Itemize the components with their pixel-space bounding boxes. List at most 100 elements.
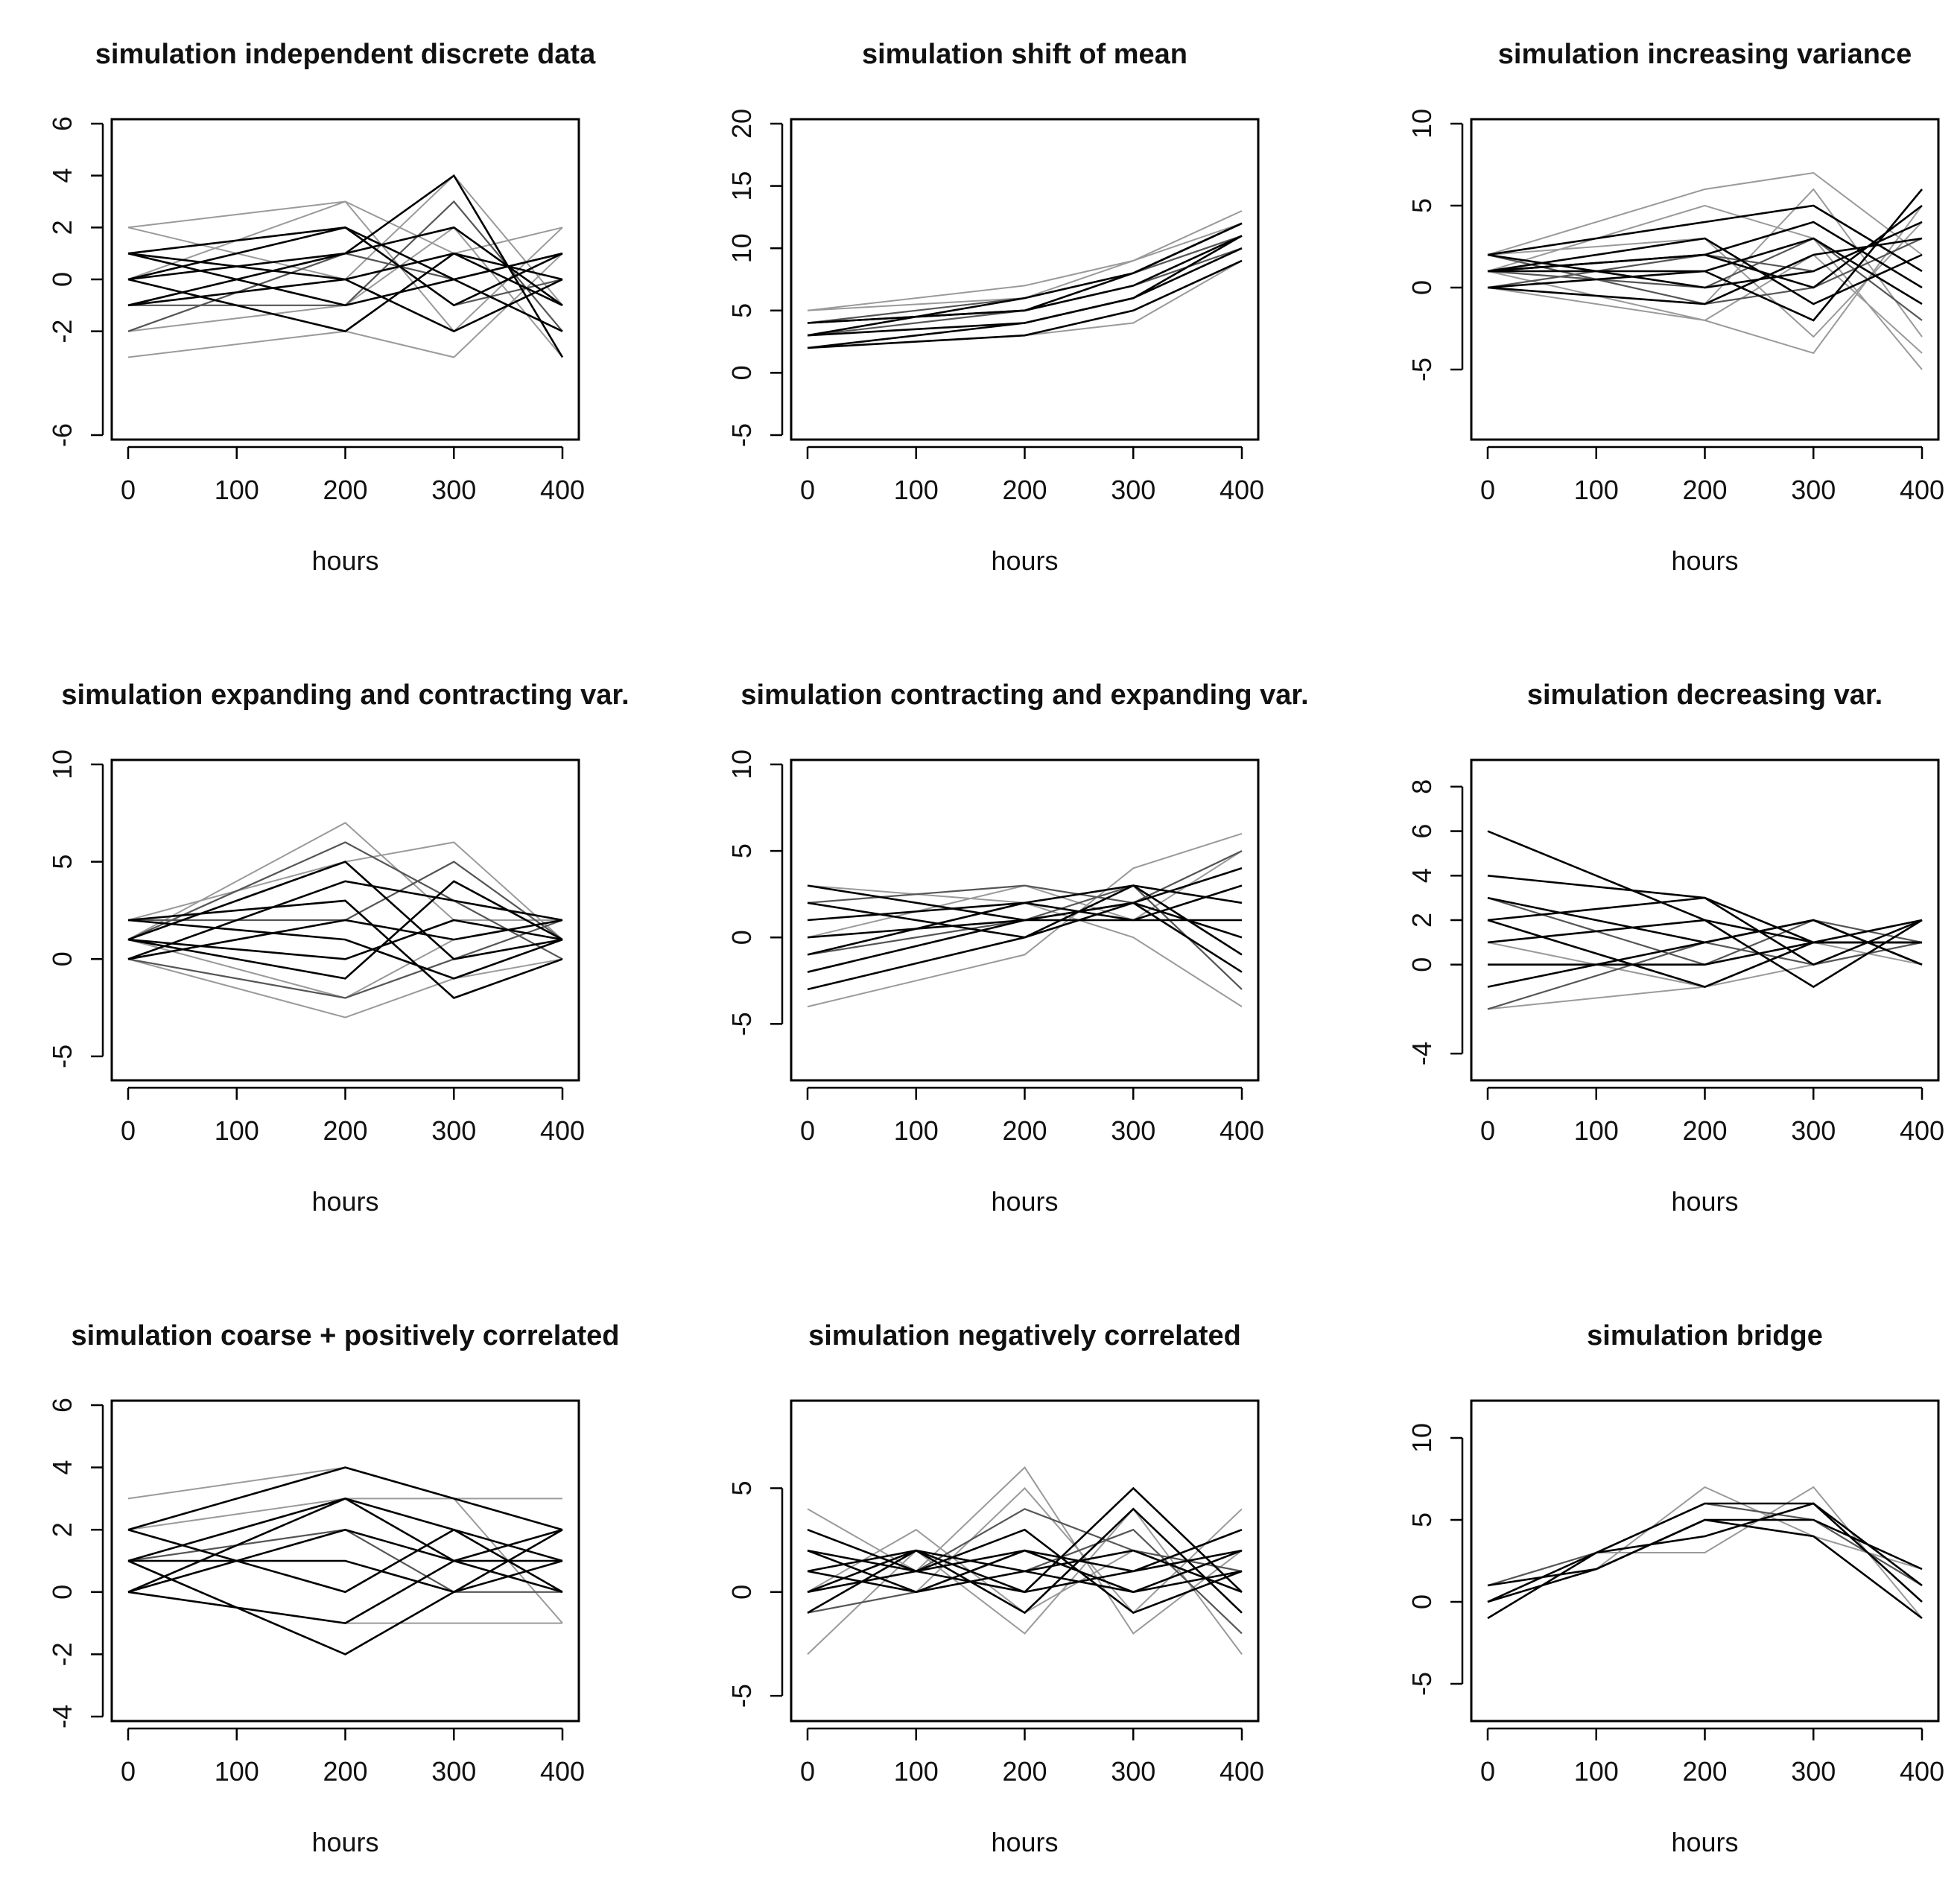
- x-tick-label: 400: [1900, 1756, 1944, 1787]
- chart-title: simulation shift of mean: [862, 39, 1187, 70]
- x-tick-label: 200: [1002, 1756, 1047, 1787]
- y-tick-label: 10: [726, 233, 757, 263]
- series-line-s10: [807, 1528, 1243, 1635]
- x-axis-label: hours: [1671, 1186, 1738, 1217]
- y-tick-label: 0: [1406, 280, 1437, 295]
- x-tick-label: 0: [121, 1756, 136, 1787]
- series-line-s10: [127, 1466, 562, 1500]
- series-line-s6: [807, 235, 1243, 349]
- x-tick-label: 300: [1791, 1756, 1836, 1787]
- y-tick-label: 10: [1406, 109, 1437, 139]
- x-tick-label: 400: [1220, 1756, 1264, 1787]
- series-line-s5: [807, 1507, 1243, 1615]
- x-axis: 0 100 200 300 400: [121, 1727, 585, 1787]
- series-line-s9: [807, 210, 1243, 311]
- y-tick-label: 8: [1406, 779, 1437, 794]
- series-line-s10: [1487, 897, 1923, 966]
- x-tick-label: 400: [1900, 475, 1944, 505]
- x-tick-label: 300: [1111, 1115, 1155, 1146]
- x-axis: 0 100 200 300 400: [1480, 1727, 1944, 1787]
- x-tick-label: 200: [1002, 1115, 1047, 1146]
- y-tick-label: -4: [47, 1705, 77, 1729]
- series-line-s8: [1488, 188, 1923, 322]
- x-tick-label: 300: [431, 1756, 476, 1787]
- y-tick-label: 4: [47, 1460, 77, 1475]
- series-line-s9: [127, 253, 563, 332]
- x-tick-label: 0: [121, 1115, 136, 1146]
- x-tick-label: 100: [1574, 1756, 1619, 1787]
- x-tick-label: 400: [540, 1756, 585, 1787]
- series-line-s4: [1487, 919, 1922, 988]
- series-line-s11: [1487, 830, 1922, 943]
- series-line-s11: [128, 200, 563, 332]
- x-tick-label: 200: [323, 475, 367, 505]
- y-tick-label: 10: [726, 750, 757, 779]
- y-tick-label: 0: [726, 365, 757, 380]
- x-tick-label: 300: [431, 1115, 476, 1146]
- series-lines: [127, 174, 564, 358]
- y-tick-label: 2: [1406, 913, 1437, 928]
- x-tick-label: 100: [1574, 475, 1619, 505]
- chart-title: simulation negatively correlated: [808, 1320, 1241, 1352]
- y-tick-label: 6: [47, 116, 77, 131]
- series-line-s4: [1487, 237, 1923, 305]
- series-line-s12: [1487, 171, 1923, 256]
- series-line-s13: [127, 841, 563, 940]
- plot-frame: [790, 758, 1260, 1082]
- y-tick-label: 2: [47, 1522, 77, 1537]
- chart-panel: simulation independent discrete data 0 100…: [47, 39, 596, 576]
- series-lines: [1487, 171, 1923, 370]
- y-axis: -4 0 2 4 6 8: [1406, 779, 1464, 1065]
- plot-frame: [790, 1399, 1260, 1723]
- y-tick-label: -2: [47, 320, 77, 343]
- series-line-s4: [1487, 1518, 1923, 1620]
- series-line-s7: [1487, 204, 1923, 273]
- y-tick-label: 0: [47, 272, 77, 287]
- series-line-s15: [1487, 188, 1923, 338]
- x-axis: 0 100 200 300 400: [1480, 1086, 1944, 1146]
- x-axis-label: hours: [991, 1186, 1058, 1217]
- y-tick-label: -5: [726, 1684, 757, 1708]
- series-line-s7: [127, 919, 563, 980]
- x-tick-label: 200: [1682, 1115, 1727, 1146]
- plot-frame: [110, 1399, 580, 1723]
- y-tick-label: 5: [726, 303, 757, 318]
- series-line-s3: [1487, 896, 1923, 966]
- x-tick-label: 300: [1111, 1756, 1155, 1787]
- y-tick-label: -5: [1406, 358, 1437, 381]
- chart-panel: simulation coarse + positively correlate…: [47, 1320, 620, 1857]
- y-axis: -5 0 5: [726, 1480, 784, 1708]
- series-line-s8: [1487, 896, 1923, 944]
- chart-title: simulation coarse + positively correlate…: [71, 1320, 619, 1352]
- series-line-s7: [807, 902, 1243, 991]
- x-tick-label: 200: [323, 1115, 367, 1146]
- y-tick-label: 0: [47, 951, 77, 966]
- series-lines: [127, 822, 563, 1018]
- series-line-s1: [127, 1466, 563, 1531]
- series-line-s12: [807, 850, 1243, 939]
- x-tick-label: 0: [1480, 1115, 1495, 1146]
- x-tick-label: 100: [215, 475, 259, 505]
- series-line-s6: [807, 1528, 1243, 1594]
- x-tick-label: 200: [323, 1756, 367, 1787]
- x-axis-label: hours: [311, 1186, 378, 1217]
- x-axis: 0 100 200 300 400: [800, 446, 1264, 505]
- y-axis: -5 0 5 10 15 20: [726, 109, 784, 447]
- chart-title: simulation increasing variance: [1498, 39, 1912, 70]
- y-axis: -5 0 5 10: [726, 750, 784, 1036]
- x-axis-label: hours: [991, 1827, 1058, 1857]
- x-tick-label: 400: [540, 475, 585, 505]
- series-line-s5: [807, 222, 1243, 324]
- plot-frame: [1470, 758, 1940, 1082]
- series-line-s1: [807, 1528, 1243, 1594]
- series-line-s12: [1487, 941, 1923, 1010]
- x-tick-label: 0: [1480, 475, 1495, 505]
- y-tick-label: 20: [726, 109, 757, 139]
- y-tick-label: -5: [726, 423, 757, 447]
- x-tick-label: 400: [1220, 1115, 1264, 1146]
- y-tick-label: 0: [47, 1585, 77, 1600]
- x-tick-label: 200: [1002, 475, 1047, 505]
- series-line-s14: [127, 200, 563, 333]
